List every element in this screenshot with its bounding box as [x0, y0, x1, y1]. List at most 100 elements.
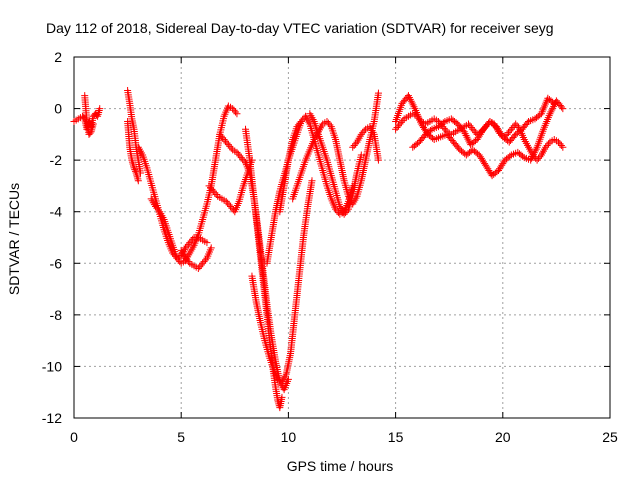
data-point — [519, 152, 527, 160]
data-point — [183, 256, 191, 264]
data-point — [208, 185, 216, 193]
data-point — [557, 142, 565, 150]
data-point — [229, 105, 237, 113]
data-point — [512, 120, 520, 128]
data-point — [545, 140, 553, 148]
data-point — [466, 122, 474, 130]
data-point — [374, 89, 382, 97]
data-point — [130, 164, 138, 172]
data-point — [211, 189, 219, 197]
y-tick-label: -12 — [42, 410, 62, 426]
series-seg-e — [177, 244, 215, 272]
x-tick-label: 0 — [70, 429, 78, 445]
series-seg-m — [306, 110, 365, 218]
data-point — [200, 258, 208, 266]
data-point — [467, 123, 475, 131]
x-axis-label: GPS time / hours — [287, 458, 394, 474]
data-point — [535, 154, 543, 162]
data-point — [359, 129, 367, 137]
data-point — [199, 259, 207, 267]
data-point — [223, 139, 231, 147]
data-point — [207, 244, 215, 252]
data-point — [224, 141, 232, 149]
data-point — [556, 140, 564, 148]
data-point — [278, 393, 286, 401]
data-point — [549, 98, 557, 106]
data-point — [207, 184, 215, 192]
data-point — [131, 167, 139, 175]
data-point — [216, 130, 224, 138]
data-point — [440, 124, 448, 132]
data-point — [332, 205, 340, 213]
data-point — [236, 152, 244, 160]
data-point — [464, 120, 472, 128]
data-point — [414, 139, 422, 147]
x-tick-label: 10 — [281, 429, 297, 445]
y-tick-label: 2 — [54, 49, 62, 65]
series-seg-d — [147, 102, 241, 267]
data-point — [397, 118, 405, 126]
series-seg-p — [392, 92, 567, 180]
data-point — [233, 148, 241, 156]
data-point — [513, 122, 521, 130]
data-point — [225, 201, 233, 209]
data-point — [352, 140, 360, 148]
data-point — [226, 142, 234, 150]
data-point — [516, 126, 524, 134]
data-point — [201, 256, 209, 264]
data-point — [224, 199, 232, 207]
data-point — [227, 203, 235, 211]
data-point — [183, 242, 191, 250]
y-tick-label: 0 — [54, 101, 62, 117]
data-point — [507, 125, 515, 133]
x-tick-label: 20 — [495, 429, 511, 445]
data-point — [222, 137, 230, 145]
data-point — [455, 144, 463, 152]
data-point — [374, 156, 382, 164]
data-point — [219, 134, 227, 142]
data-point — [506, 152, 514, 160]
data-point — [550, 99, 558, 107]
data-point — [153, 204, 161, 212]
data-point — [536, 153, 544, 161]
y-tick-label: -2 — [50, 152, 63, 168]
data-point — [342, 209, 350, 217]
data-point — [559, 143, 567, 151]
data-point — [357, 151, 365, 159]
data-point — [452, 119, 460, 127]
series-seg-a2 — [81, 92, 97, 138]
data-point — [439, 119, 447, 127]
data-point — [324, 119, 332, 127]
data-point — [86, 129, 94, 137]
data-point — [558, 103, 566, 111]
data-point — [173, 254, 181, 262]
data-point — [212, 191, 220, 199]
data-point — [239, 155, 247, 163]
x-tick-label: 25 — [602, 429, 618, 445]
data-point — [220, 136, 228, 144]
data-point — [297, 117, 305, 125]
data-point — [228, 204, 236, 212]
data-point — [197, 261, 205, 269]
data-point — [230, 106, 238, 114]
data-point — [326, 121, 334, 129]
data-point — [181, 244, 189, 252]
data-point — [209, 187, 217, 195]
series-seg-b2 — [124, 117, 142, 185]
data-point — [203, 239, 211, 247]
data-point — [393, 123, 401, 131]
y-tick-label: -6 — [50, 255, 63, 271]
data-point — [184, 240, 192, 248]
data-point — [426, 126, 434, 134]
data-point — [323, 117, 331, 125]
data-point — [96, 105, 104, 113]
data-point — [227, 144, 235, 152]
data-point — [294, 121, 302, 129]
data-point — [392, 125, 400, 133]
series-seg-k — [276, 117, 305, 216]
data-point — [396, 120, 404, 128]
data-point — [196, 263, 204, 271]
data-point — [510, 132, 518, 140]
data-point — [284, 375, 292, 383]
